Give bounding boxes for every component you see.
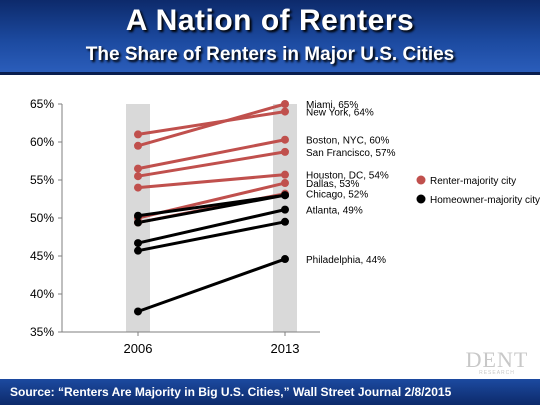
x-axis-labels: 2006 2013: [124, 332, 300, 356]
series-points: [134, 100, 289, 316]
data-point-2006: [134, 239, 142, 248]
slope-chart: 35% 40% 45% 50% 55% 60% 65% 2006 2013 Miami, 65…: [30, 97, 540, 356]
logo-subtext: RESEARCH: [479, 370, 515, 376]
data-point-2013: [281, 170, 289, 179]
y-tick-label: 60%: [30, 135, 54, 149]
data-point-2013: [281, 107, 289, 116]
series-label: New York, 64%: [306, 108, 374, 119]
series-line: [137, 257, 286, 313]
series-line: [137, 173, 286, 190]
data-point-2013: [281, 217, 289, 226]
y-tick-label: 50%: [30, 211, 54, 225]
logo-text: DENT: [465, 347, 529, 372]
data-point-2006: [134, 164, 142, 173]
series-line: [137, 138, 286, 171]
legend-marker-renter: [416, 175, 426, 185]
legend: Renter-majority city Homeowner-majority c…: [416, 175, 540, 206]
data-point-2006: [134, 130, 142, 139]
source-footer: Source: “Renters Are Majority in Big U.S…: [0, 379, 540, 405]
series-label: Boston, NYC, 60%: [306, 136, 389, 147]
data-point-2013: [281, 179, 289, 188]
series-line: [137, 220, 286, 253]
page-subtitle: The Share of Renters in Major U.S. Citie…: [85, 44, 455, 65]
legend-label-owner: Homeowner-majority city: [430, 195, 540, 206]
data-point-2006: [134, 246, 142, 255]
series-label: Houston, DC, 54%: [306, 171, 389, 182]
data-point-2013: [281, 100, 289, 108]
series-line: [137, 110, 286, 136]
source-text: Source: “Renters Are Majority in Big U.S…: [10, 385, 452, 399]
series-line: [137, 150, 286, 178]
data-point-2013: [281, 135, 289, 144]
data-point-2013: [281, 191, 289, 200]
y-tick-label: 45%: [30, 249, 54, 263]
series-line: [137, 193, 286, 225]
data-point-2006: [134, 141, 142, 150]
page-title: A Nation of Renters: [125, 4, 415, 37]
series-labels: Miami, 65%New York, 64% Boston, NYC, 60%S…: [306, 100, 396, 266]
series-label: Philadelphia, 44%: [306, 255, 386, 266]
x-tick-label: 2006: [124, 341, 153, 356]
series-label: San Francisco, 57%: [306, 148, 396, 159]
data-point-2006: [134, 307, 142, 316]
legend-label-renter: Renter-majority city: [430, 176, 516, 187]
legend-marker-owner: [416, 194, 426, 204]
data-point-2013: [281, 205, 289, 214]
y-tick-label: 65%: [30, 97, 54, 111]
y-axis-ticks: 35% 40% 45% 50% 55% 60% 65%: [30, 97, 62, 339]
x-tick-label: 2013: [271, 341, 300, 356]
series-line: [137, 208, 286, 245]
title-banner: A Nation of Renters The Share of Renters…: [0, 0, 540, 75]
series-label: Miami, 65%: [306, 100, 358, 111]
year-bands: [126, 104, 297, 332]
data-point-2006: [134, 183, 142, 192]
y-tick-label: 35%: [30, 325, 54, 339]
data-point-2006: [134, 211, 142, 220]
series-label: Atlanta, 49%: [306, 206, 363, 217]
data-point-2013: [281, 255, 289, 264]
data-point-2006: [134, 218, 142, 227]
y-tick-label: 40%: [30, 287, 54, 301]
series-lines: [137, 102, 286, 313]
y-tick-label: 55%: [30, 173, 54, 187]
data-point-2006: [134, 172, 142, 181]
series-label: Chicago, 52%: [306, 190, 368, 201]
dent-logo: DENT RESEARCH: [462, 347, 532, 377]
data-point-2013: [281, 147, 289, 156]
series-line: [137, 102, 286, 148]
series-label: Dallas, 53%: [306, 179, 359, 190]
